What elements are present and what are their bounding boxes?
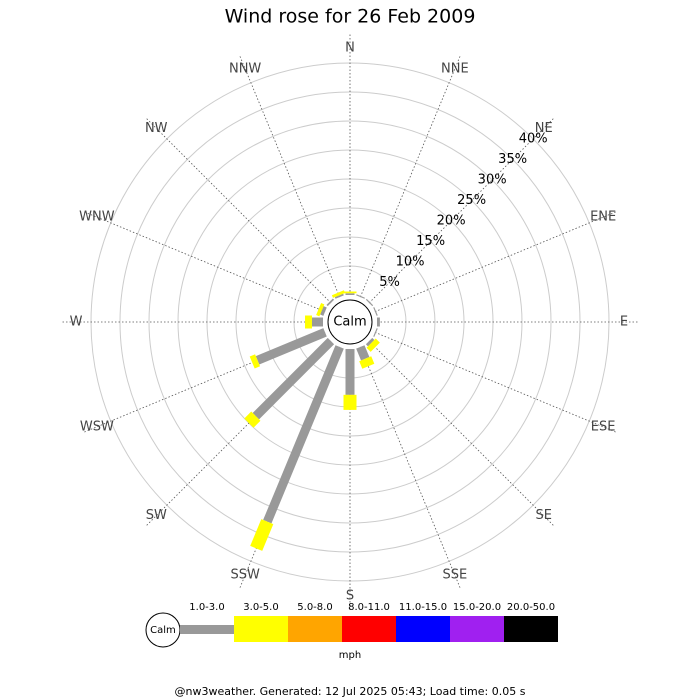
direction-label: E [620,315,628,330]
r-tick-label: 5% [379,275,400,290]
spoke [239,54,341,298]
direction-label: S [346,589,354,604]
wind-bar [326,298,335,307]
direction-label: N [345,41,355,56]
spoke [145,117,332,304]
spoke [368,117,555,304]
legend-label: 15.0-20.0 [453,602,501,613]
grid-ring [235,207,465,437]
r-tick-label: 35% [498,152,527,167]
wind-bar [316,302,325,317]
direction-label: WNW [79,210,115,225]
r-tick-label: 20% [437,213,466,228]
legend-title: mph [339,650,361,661]
legend-swatch [342,616,396,642]
direction-label: NE [535,121,553,136]
wind-bar [365,298,374,307]
spoke [145,340,332,527]
chart-title: Wind rose for 26 Feb 2009 [225,6,476,28]
calm-label: Calm [333,315,366,330]
wind-bar [255,328,327,365]
r-tick-label: 15% [416,234,445,249]
wind-bar [252,337,335,420]
spoke [374,331,618,433]
wind-bar [356,345,370,361]
legend-calm-label: Calm [150,625,176,636]
direction-label: NNE [441,61,469,76]
legend-label: 11.0-15.0 [399,602,447,613]
wind-bar [263,345,344,524]
direction-label: SW [146,508,167,523]
spoke [359,346,461,590]
direction-label: SSW [230,568,260,583]
direction-label: SE [536,508,552,523]
r-tick-label: 25% [457,193,486,208]
legend-label: 1.0-3.0 [189,602,224,613]
wind-bar [320,306,327,316]
calm-circle [327,299,373,345]
legend-swatch [180,625,234,634]
spoke [374,211,618,313]
r-tick-label: 40% [519,131,548,146]
spoke [82,331,326,433]
legend-swatch [504,616,558,642]
wind-bar [249,354,261,369]
wind-bar [365,337,375,347]
direction-label: NNW [229,61,261,76]
legend-label: 20.0-50.0 [507,602,555,613]
direction-label: WSW [80,419,114,434]
legend-swatch [288,616,342,642]
footer: @nw3weather. Generated: 12 Jul 2025 05:4… [175,685,526,698]
wind-bar [250,519,274,551]
legend-swatch [234,616,288,642]
direction-label: SSE [442,568,467,583]
wind-bar [359,356,375,369]
wind-bar [334,293,344,299]
wind-bar [366,338,380,352]
legend-label: 5.0-8.0 [297,602,332,613]
r-tick-label: 30% [478,172,507,187]
spoke [368,340,555,527]
direction-label: W [70,315,83,330]
spoke [359,54,461,298]
legend-label: 8.0-11.0 [348,602,390,613]
spoke [82,211,326,313]
wind-bar [244,411,261,428]
legend-swatch [396,616,450,642]
direction-label: ENE [590,210,616,225]
wind-bar [331,290,346,298]
grid-ring [148,120,552,524]
legend-swatch [450,616,504,642]
legend-label: 3.0-5.0 [243,602,278,613]
direction-label: NW [145,121,168,136]
r-tick-label: 10% [396,254,425,269]
direction-label: ESE [591,419,616,434]
